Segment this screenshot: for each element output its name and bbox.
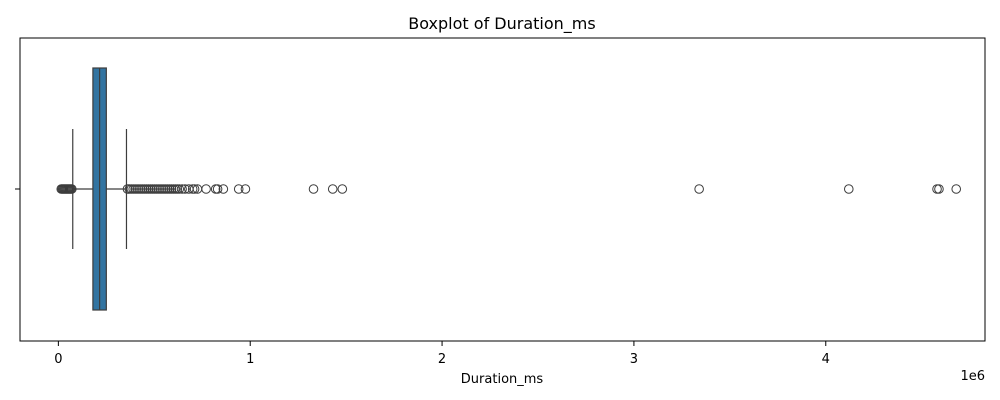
x-tick-label: 2 — [438, 352, 446, 367]
x-axis-offset-label: 1e6 — [960, 369, 985, 384]
x-axis-ticks: 0 1 2 3 4 — [54, 341, 830, 367]
x-axis-label: Duration_ms — [461, 372, 544, 387]
outlier-point — [201, 184, 211, 194]
outlier-point — [174, 184, 185, 194]
outlier-point — [327, 184, 338, 194]
outlier-point — [240, 184, 251, 194]
outlier-point — [694, 184, 704, 194]
x-tick-label: 0 — [54, 352, 62, 367]
outlier-point — [308, 184, 319, 194]
box-group — [72, 67, 128, 311]
outlier-point — [233, 184, 244, 194]
outlier-group — [56, 184, 962, 194]
outlier-point — [934, 184, 944, 194]
outlier-point — [218, 184, 229, 194]
x-tick-label: 4 — [822, 352, 830, 367]
outlier-point — [932, 184, 942, 194]
outlier-point — [180, 184, 190, 194]
outlier-point — [843, 184, 854, 194]
chart-title: Boxplot of Duration_ms — [408, 14, 595, 34]
outlier-point — [177, 184, 187, 194]
x-tick-label: 1 — [246, 352, 254, 367]
outlier-point — [189, 184, 200, 194]
outlier-point — [66, 184, 77, 194]
outlier-point — [951, 184, 962, 194]
outlier-point — [212, 184, 223, 194]
outlier-point — [337, 184, 348, 194]
x-tick-label: 3 — [630, 352, 638, 367]
